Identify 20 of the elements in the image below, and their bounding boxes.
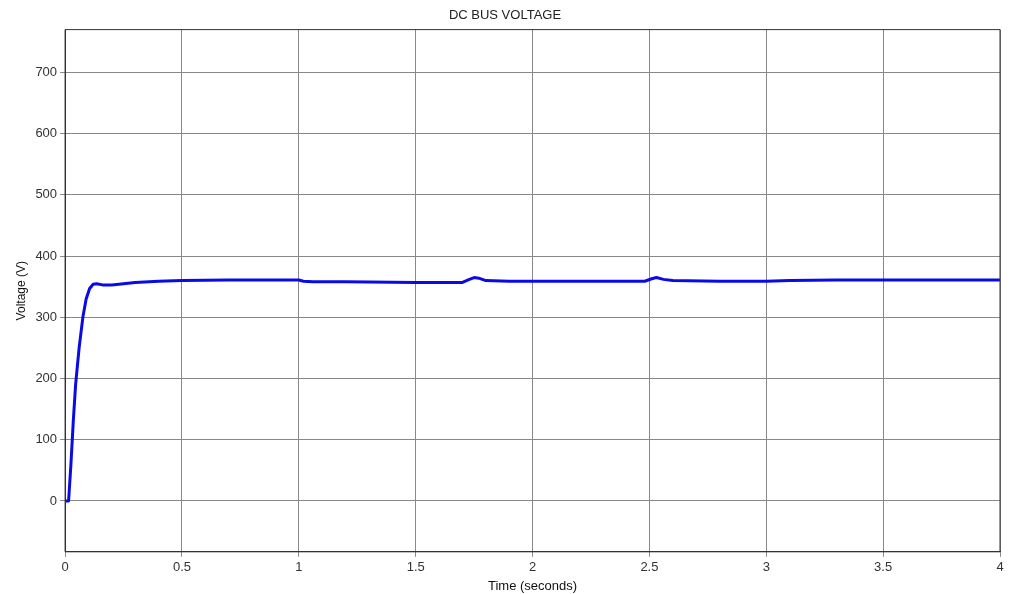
y-tick-label: 400: [35, 247, 58, 263]
x-tick-label: 1: [295, 559, 303, 575]
y-tick-label: 300: [35, 308, 58, 324]
x-tick-label: 0.5: [172, 559, 191, 575]
y-axis-title: Voltage (V): [13, 261, 28, 321]
x-axis-title: Time (seconds): [487, 577, 578, 593]
y-tick-label: 200: [35, 370, 58, 386]
x-tick-label: 2: [528, 559, 537, 575]
y-tick-label: 0: [49, 492, 58, 508]
y-tick-label: 600: [35, 125, 58, 141]
x-tick-label: 4: [996, 559, 1004, 575]
x-tick-label: 0: [61, 559, 69, 575]
y-tick-label: 100: [35, 431, 58, 447]
chart-title: DC BUS VOLTAGE: [448, 7, 562, 23]
y-tick-label: 500: [35, 186, 58, 202]
x-tick-label: 3: [762, 559, 770, 575]
x-tick-label: 1.5: [406, 559, 425, 575]
x-tick-label: 2.5: [640, 559, 659, 575]
y-tick-label: 700: [35, 64, 58, 80]
x-tick-label: 3.5: [874, 559, 893, 575]
